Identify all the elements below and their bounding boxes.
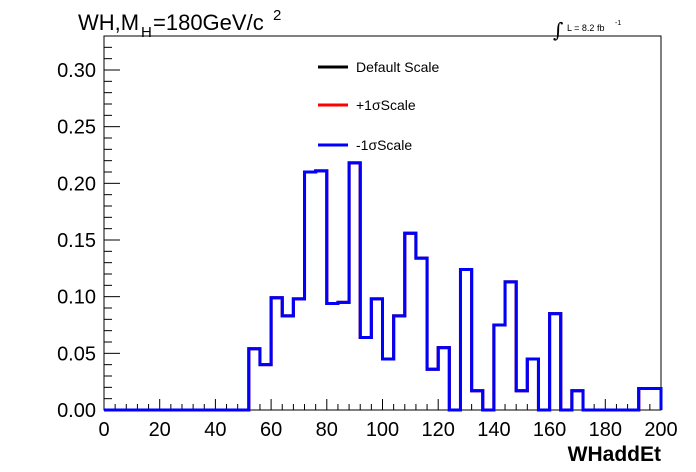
- series-line: [104, 161, 663, 412]
- x-tick-label: 120: [422, 419, 455, 441]
- x-tick-label: 100: [366, 419, 399, 441]
- y-tick-label: 0.00: [57, 400, 96, 422]
- y-tick-label: 0.30: [57, 60, 96, 82]
- series-line: [104, 161, 663, 412]
- series-layer: [104, 161, 663, 412]
- lumi-text: L = 8.2 fb: [567, 23, 604, 33]
- x-tick-label: 160: [533, 419, 566, 441]
- title-main: =180GeV/c: [153, 10, 264, 35]
- y-tick-label: 0.15: [57, 230, 96, 252]
- legend-label: Default Scale: [356, 59, 439, 75]
- x-tick-label: 60: [260, 419, 282, 441]
- chart-title: WH,M H =180GeV/c 2: [78, 7, 281, 41]
- luminosity-label: ∫ L = 8.2 fb -1: [553, 18, 621, 42]
- title-prefix: WH,M: [78, 10, 139, 35]
- lumi-superscript: -1: [615, 20, 621, 27]
- title-subscript: H: [141, 24, 152, 41]
- x-axis-title: WHaddEt: [568, 443, 661, 466]
- x-tick-label: 180: [589, 419, 622, 441]
- x-tick-label: 200: [644, 419, 677, 441]
- y-tick-label: 0.05: [57, 343, 96, 365]
- x-tick-label: 80: [316, 419, 338, 441]
- y-tick-label: 0.20: [57, 173, 96, 195]
- x-tick-label: 20: [149, 419, 171, 441]
- y-tick-label: 0.10: [57, 287, 96, 309]
- legend: Default Scale +1σScale -1σScale: [318, 59, 439, 153]
- x-tick-label: 140: [477, 419, 510, 441]
- legend-label: +1σScale: [356, 97, 416, 113]
- x-axis: 0 20 40 60 80 100 120 140 160 180 200: [98, 399, 678, 441]
- lumi-integral: ∫: [553, 18, 563, 42]
- title-superscript: 2: [273, 7, 281, 24]
- x-tick-label: 40: [204, 419, 226, 441]
- y-tick-label: 0.25: [57, 117, 96, 139]
- series-line: [104, 161, 663, 412]
- x-tick-label: 0: [98, 419, 109, 441]
- legend-label: -1σScale: [356, 137, 412, 153]
- y-axis: 0.00 0.05 0.10 0.15 0.20 0.25 0.30: [57, 35, 120, 422]
